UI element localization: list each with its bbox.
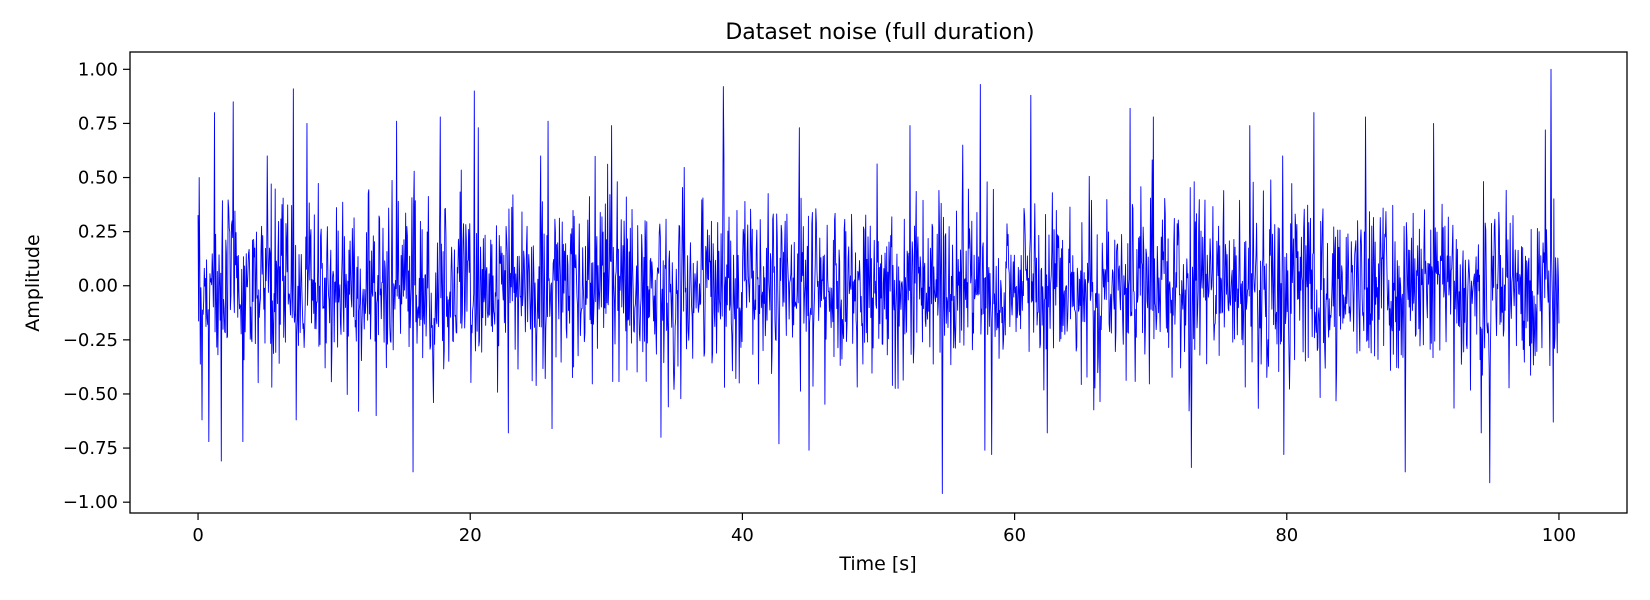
x-tick-label: 40	[731, 525, 754, 546]
noise-series-line	[197, 68, 1560, 494]
y-tick-label: 0.75	[78, 113, 118, 134]
x-tick-label: 100	[1542, 525, 1576, 546]
y-tick-label: 1.00	[78, 59, 118, 80]
y-tick-label: −1.00	[63, 492, 118, 513]
chart-title: Dataset noise (full duration)	[725, 20, 1034, 45]
plot-area	[129, 51, 1628, 514]
x-tick-label: 80	[1275, 525, 1298, 546]
plot-frame	[129, 51, 1628, 514]
y-tick-label: −0.25	[63, 330, 118, 351]
y-tick-label: 0.25	[78, 222, 118, 243]
y-tick-label: −0.50	[63, 384, 118, 405]
x-tick-label: 20	[459, 525, 482, 546]
x-axis-label: Time [s]	[838, 553, 916, 575]
x-tick-label: 60	[1003, 525, 1026, 546]
x-tick-label: 0	[192, 525, 203, 546]
y-tick-label: 0.50	[78, 168, 118, 189]
x-axis: 0 20 40 60 80 100	[192, 513, 1576, 546]
y-tick-label: −0.75	[63, 438, 118, 459]
y-tick-label: 0.00	[78, 276, 118, 297]
y-axis-label: Amplitude	[22, 234, 44, 331]
y-axis: 1.00 0.75 0.50 0.25 0.00 −0.25 −0.50 −0.75 −1.00	[63, 59, 130, 513]
